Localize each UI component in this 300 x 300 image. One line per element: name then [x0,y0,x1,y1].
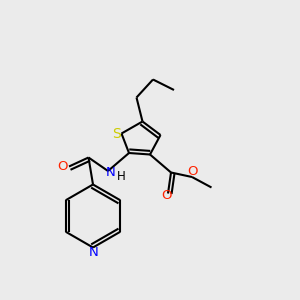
Text: N: N [89,246,98,260]
Text: H: H [117,170,126,184]
Text: O: O [57,160,68,173]
Text: O: O [188,165,198,178]
Text: O: O [161,189,172,203]
Text: N: N [106,166,115,179]
Text: S: S [112,127,121,140]
